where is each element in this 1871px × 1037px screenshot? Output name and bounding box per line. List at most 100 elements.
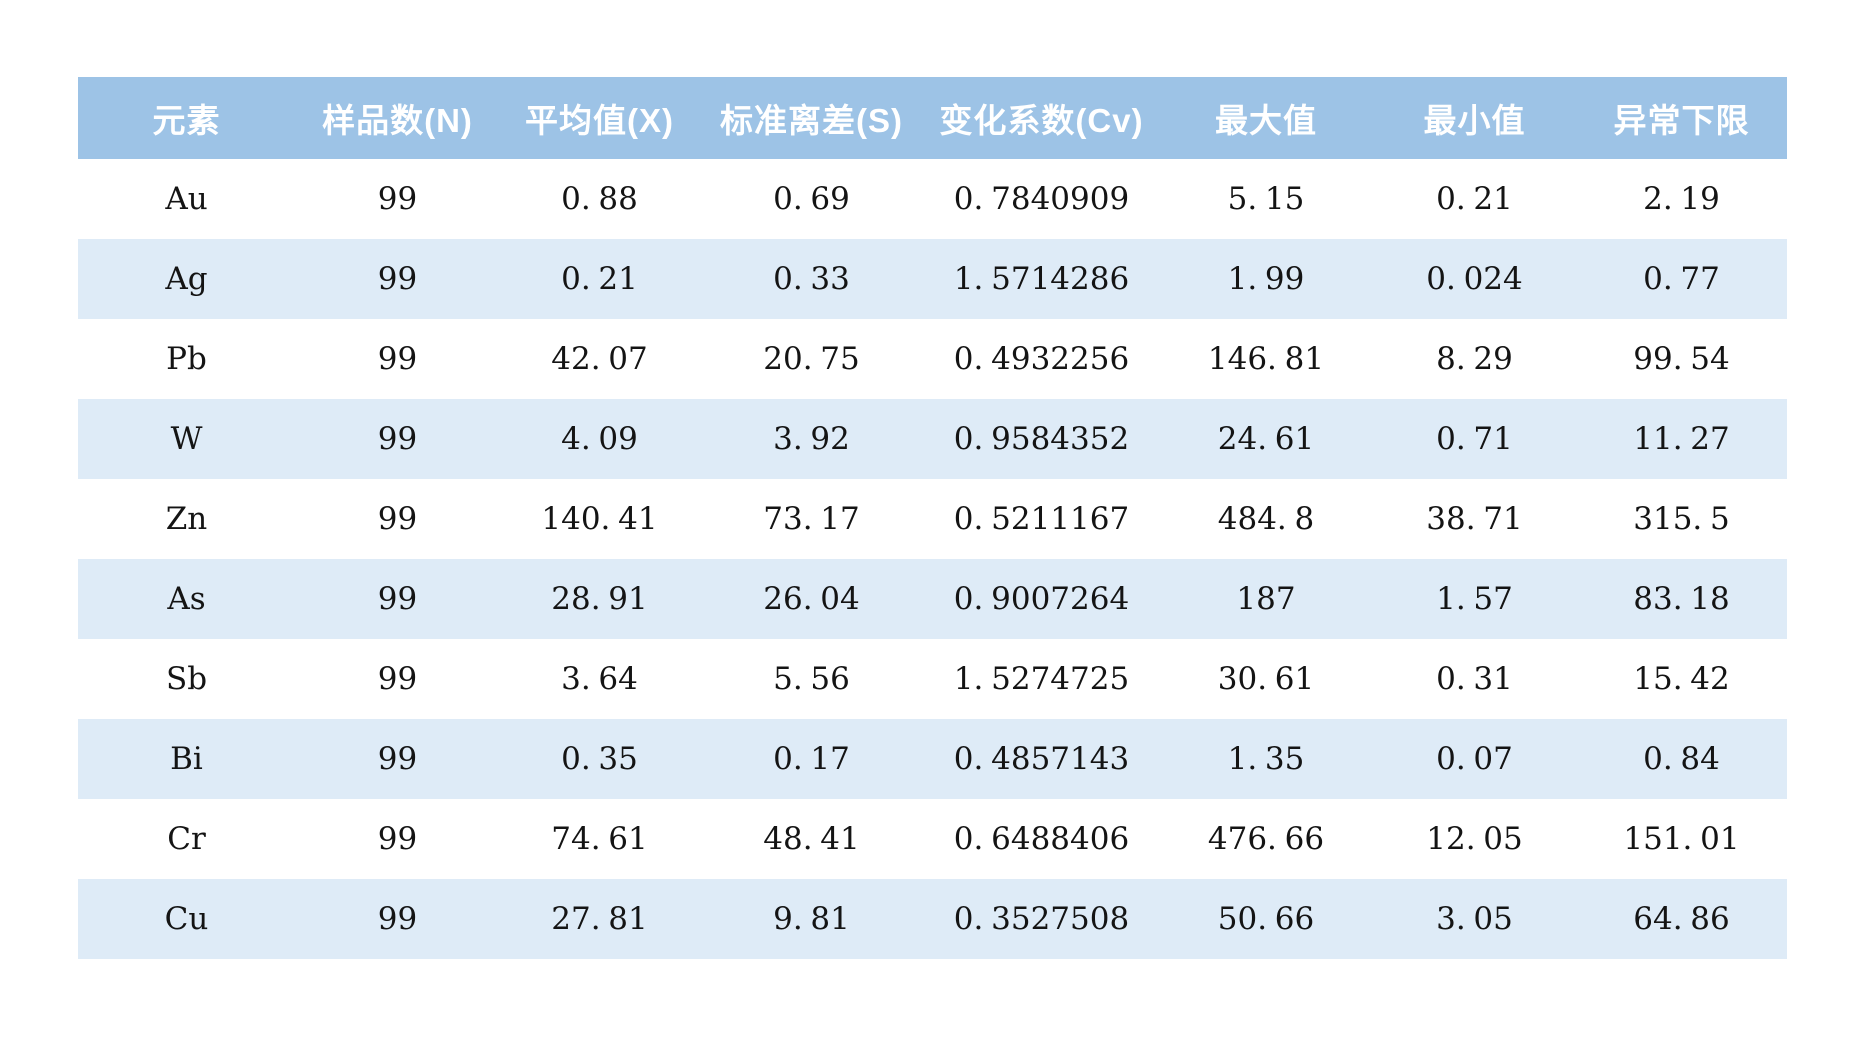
value-cell: 30. 61 xyxy=(1217,661,1315,697)
column-header: 最大值 xyxy=(1215,102,1317,139)
element-statistics-table: 元素 样品数(N) 平均值(X) 标准离差(S) 变化系数(Cv) 最大值 最小值 异常下限 … xyxy=(78,77,1787,959)
value-cell: 0. 69 xyxy=(773,181,850,217)
value-cell: 99 xyxy=(377,741,418,777)
value-cell: 20. 75 xyxy=(763,341,860,377)
value-cell: 99 xyxy=(377,821,418,857)
value-cell: 0. 6488406 xyxy=(953,821,1130,857)
value-cell: 8. 29 xyxy=(1436,341,1513,377)
value-cell: 0. 7840909 xyxy=(953,181,1130,217)
value-cell: 315. 5 xyxy=(1633,501,1730,537)
column-header: 变化系数(Cv) xyxy=(939,102,1144,139)
value-cell: 0. 024 xyxy=(1426,261,1523,297)
value-cell: 484. 8 xyxy=(1217,501,1315,537)
table-header: 元素 样品数(N) 平均值(X) 标准离差(S) 变化系数(Cv) 最大值 最小值 异常下限 xyxy=(78,77,1787,159)
value-cell: 0. 21 xyxy=(1436,181,1513,217)
value-cell: 99 xyxy=(377,421,418,457)
table-row: Pb 99 42. 07 20. 75 0. 4932256 146. 81 8. 29 99… xyxy=(78,319,1787,399)
value-cell: 9. 81 xyxy=(773,901,850,937)
value-cell: 0. 31 xyxy=(1436,661,1513,697)
value-cell: 99. 54 xyxy=(1633,341,1730,377)
value-cell: 74. 61 xyxy=(551,821,648,857)
value-cell: 2. 19 xyxy=(1643,181,1720,217)
column-header: 标准离差(S) xyxy=(720,102,903,139)
value-cell: 99 xyxy=(377,661,418,697)
value-cell: 42. 07 xyxy=(551,341,648,377)
value-cell: 0. 9584352 xyxy=(953,421,1130,457)
value-cell: 5. 15 xyxy=(1227,181,1305,217)
value-cell: 26. 04 xyxy=(763,581,860,617)
value-cell: 0. 9007264 xyxy=(953,581,1130,617)
value-cell: 5. 56 xyxy=(773,661,850,697)
value-cell: 1. 57 xyxy=(1436,581,1513,617)
value-cell: 0. 07 xyxy=(1436,741,1513,777)
element-symbol-cell: Bi xyxy=(170,741,203,777)
value-cell: 99 xyxy=(377,261,418,297)
value-cell: 12. 05 xyxy=(1426,821,1523,857)
table-row: W 99 4. 09 3. 92 0. 9584352 24. 61 0. 71 11. 27 xyxy=(78,399,1787,479)
value-cell: 0. 84 xyxy=(1643,741,1720,777)
value-cell: 1. 35 xyxy=(1227,741,1305,777)
table-row: Sb 99 3. 64 5. 56 1. 5274725 30. 61 0. 31 15. 4… xyxy=(78,639,1787,719)
element-symbol-cell: Sb xyxy=(165,661,208,697)
value-cell: 99 xyxy=(377,901,418,937)
column-header: 最小值 xyxy=(1423,102,1526,139)
value-cell: 0. 77 xyxy=(1643,261,1720,297)
value-cell: 0. 71 xyxy=(1436,421,1513,457)
value-cell: 73. 17 xyxy=(763,501,860,537)
value-cell: 99 xyxy=(377,181,418,217)
column-header: 平均值(X) xyxy=(525,102,674,139)
value-cell: 0. 17 xyxy=(773,741,850,777)
value-cell: 83. 18 xyxy=(1633,581,1730,617)
value-cell: 0. 5211167 xyxy=(953,501,1130,537)
element-symbol-cell: Au xyxy=(165,181,208,217)
table-row: Cu 99 27. 81 9. 81 0. 3527508 50. 66 3. 05 64. … xyxy=(78,879,1787,959)
value-cell: 15. 42 xyxy=(1633,661,1730,697)
table-row: Bi 99 0. 35 0. 17 0. 4857143 1. 35 0. 07 0. 84 xyxy=(78,719,1787,799)
value-cell: 27. 81 xyxy=(551,901,648,937)
element-symbol-cell: Cr xyxy=(167,821,206,857)
value-cell: 140. 41 xyxy=(541,501,658,537)
value-cell: 1. 5274725 xyxy=(953,661,1130,697)
value-cell: 11. 27 xyxy=(1633,421,1730,457)
value-cell: 0. 21 xyxy=(561,261,638,297)
table-row: Zn 99 140. 41 73. 17 0. 5211167 484. 8 38. 71 3… xyxy=(78,479,1787,559)
value-cell: 0. 35 xyxy=(561,741,638,777)
value-cell: 0. 4932256 xyxy=(953,341,1130,377)
table-row: Cr 99 74. 61 48. 41 0. 6488406 476. 66 12. 05 1… xyxy=(78,799,1787,879)
column-header: 样品数(N) xyxy=(322,102,473,139)
value-cell: 3. 64 xyxy=(561,661,638,697)
value-cell: 24. 61 xyxy=(1217,421,1315,457)
header-row: 元素 样品数(N) 平均值(X) 标准离差(S) 变化系数(Cv) 最大值 最小值 异常下限 xyxy=(78,77,1787,159)
value-cell: 0. 3527508 xyxy=(953,901,1130,937)
table-row: Au 99 0. 88 0. 69 0. 7840909 5. 15 0. 21 2. 19 xyxy=(78,159,1787,239)
value-cell: 476. 66 xyxy=(1207,821,1325,857)
table-row: As 99 28. 91 26. 04 0. 9007264 187 1. 57 83. 18 xyxy=(78,559,1787,639)
element-symbol-cell: Zn xyxy=(165,501,208,537)
value-cell: 99 xyxy=(377,581,418,617)
value-cell: 64. 86 xyxy=(1633,901,1730,937)
value-cell: 99 xyxy=(377,341,418,377)
table-row: Ag 99 0. 21 0. 33 1. 5714286 1. 99 0. 024 0. 77 xyxy=(78,239,1787,319)
column-header: 异常下限 xyxy=(1613,102,1750,139)
value-cell: 1. 5714286 xyxy=(953,261,1130,297)
value-cell: 3. 05 xyxy=(1436,901,1513,937)
value-cell: 38. 71 xyxy=(1426,501,1523,537)
value-cell: 50. 66 xyxy=(1217,901,1315,937)
value-cell: 28. 91 xyxy=(551,581,648,617)
value-cell: 0. 33 xyxy=(773,261,850,297)
value-cell: 0. 88 xyxy=(561,181,638,217)
element-symbol-cell: Cu xyxy=(164,901,209,937)
value-cell: 0. 4857143 xyxy=(953,741,1130,777)
value-cell: 151. 01 xyxy=(1623,821,1740,857)
value-cell: 146. 81 xyxy=(1207,341,1325,377)
value-cell: 1. 99 xyxy=(1227,261,1305,297)
value-cell: 99 xyxy=(377,501,418,537)
table-body: Au 99 0. 88 0. 69 0. 7840909 5. 15 0. 21 2. 19 A… xyxy=(78,159,1787,959)
value-cell: 3. 92 xyxy=(773,421,850,457)
element-symbol-cell: Ag xyxy=(165,261,208,297)
column-header: 元素 xyxy=(152,102,221,139)
element-symbol-cell: As xyxy=(167,581,206,617)
element-symbol-cell: W xyxy=(170,421,203,457)
value-cell: 4. 09 xyxy=(561,421,638,457)
